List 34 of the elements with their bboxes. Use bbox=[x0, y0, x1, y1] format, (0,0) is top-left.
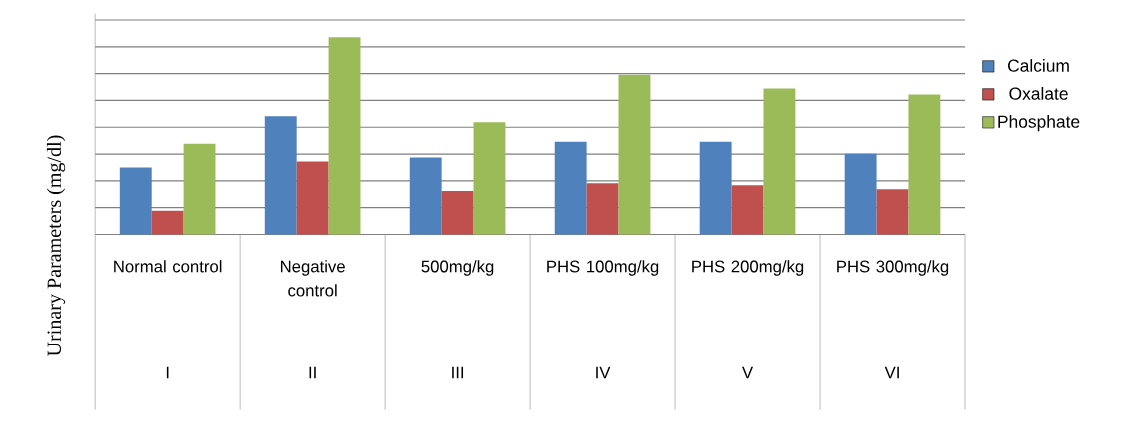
bar bbox=[119, 167, 152, 235]
legend-label: Phosphate bbox=[998, 115, 1080, 132]
bar bbox=[296, 161, 329, 235]
bar bbox=[763, 88, 796, 235]
x-tick-label: PHS 300mg/kg bbox=[837, 260, 949, 276]
text: II bbox=[309, 366, 316, 379]
bar bbox=[151, 210, 184, 235]
text: VI bbox=[884, 366, 899, 379]
bar bbox=[473, 122, 506, 235]
legend-label: Calcium bbox=[1008, 59, 1069, 72]
x-tick-label: Negative control bbox=[280, 260, 345, 297]
bar bbox=[554, 141, 587, 235]
bar bbox=[586, 183, 619, 235]
text: V bbox=[742, 366, 754, 379]
bar bbox=[876, 189, 909, 235]
x-tick-label: 500mg/kg bbox=[421, 260, 494, 276]
x-tick-label: Normal control bbox=[114, 260, 222, 273]
bar bbox=[183, 143, 216, 235]
legend-label: Oxalate bbox=[1009, 87, 1068, 100]
text: III bbox=[452, 366, 464, 379]
x-tick-label: PHS 200mg/kg bbox=[692, 260, 804, 276]
x-tick-label: PHS 100mg/kg bbox=[547, 260, 659, 276]
bar bbox=[844, 153, 877, 235]
bar bbox=[328, 37, 361, 235]
bar bbox=[908, 94, 941, 235]
bar bbox=[618, 74, 651, 235]
bar bbox=[264, 116, 297, 235]
bar bbox=[441, 191, 474, 235]
bar bbox=[699, 141, 732, 235]
text: I bbox=[166, 366, 169, 379]
text: IV bbox=[596, 366, 611, 379]
bar bbox=[731, 185, 764, 235]
bar bbox=[409, 157, 442, 235]
y-axis-title: Urinary Parameters (mg/dl) bbox=[46, 135, 66, 357]
